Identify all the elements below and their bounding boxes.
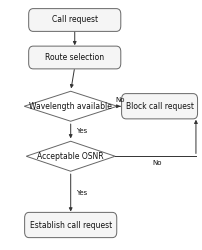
FancyBboxPatch shape — [25, 212, 117, 238]
Text: No: No — [115, 96, 125, 102]
Text: Establish call request: Establish call request — [29, 220, 112, 230]
Text: Block call request: Block call request — [126, 102, 194, 111]
Text: Route selection: Route selection — [45, 53, 104, 62]
FancyBboxPatch shape — [29, 46, 121, 69]
Text: Yes: Yes — [76, 190, 87, 196]
Polygon shape — [24, 91, 117, 121]
Polygon shape — [26, 141, 115, 171]
Text: Wavelength available: Wavelength available — [29, 102, 112, 111]
FancyBboxPatch shape — [29, 8, 121, 31]
Text: Yes: Yes — [76, 128, 87, 134]
Text: Acceptable OSNR: Acceptable OSNR — [37, 152, 104, 161]
FancyBboxPatch shape — [122, 94, 198, 119]
Text: Call request: Call request — [52, 16, 98, 24]
Text: No: No — [153, 160, 162, 166]
